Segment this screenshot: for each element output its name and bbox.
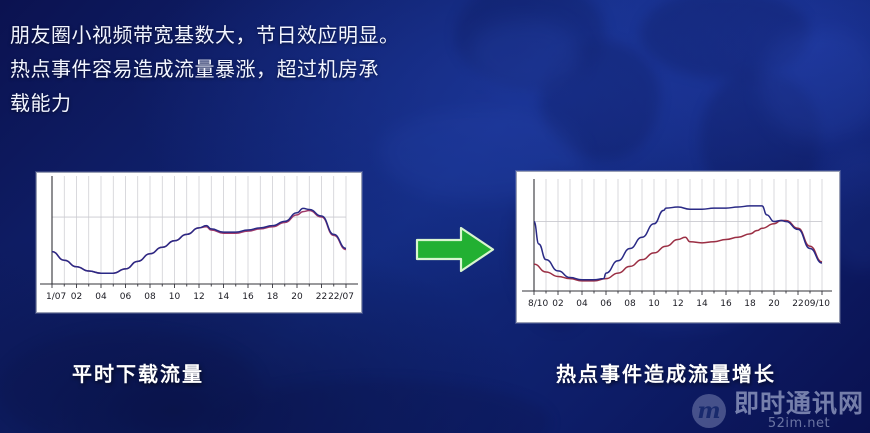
svg-text:08: 08 <box>624 299 636 309</box>
caption-left: 平时下载流量 <box>72 362 204 386</box>
vertical-gridlines <box>51 176 347 284</box>
plot-border <box>36 172 362 313</box>
svg-text:8/10: 8/10 <box>528 299 548 309</box>
arrow-icon <box>415 226 495 273</box>
svg-text:20: 20 <box>768 299 780 309</box>
svg-text:20: 20 <box>291 292 303 302</box>
watermark-site-name: 即时通讯网 <box>733 389 864 419</box>
right-chart-svg: 8/10 02 04 06 08 10 12 14 16 18 20 22 09/10 <box>516 171 840 323</box>
svg-text:16: 16 <box>242 292 254 302</box>
chart-normal-download-traffic: 1/07 02 04 06 08 10 12 14 16 18 20 22 22/07 <box>36 172 362 313</box>
arrow-shape <box>415 226 495 273</box>
svg-text:22: 22 <box>792 299 803 309</box>
svg-text:02: 02 <box>71 292 82 302</box>
green-right-arrow <box>409 222 499 277</box>
svg-text:16: 16 <box>720 299 732 309</box>
svg-text:04: 04 <box>95 292 107 302</box>
svg-text:06: 06 <box>120 292 132 302</box>
caption-right: 热点事件造成流量增长 <box>556 362 776 386</box>
x-axis-tick-labels: 1/07 02 04 06 08 10 12 14 16 18 20 22 22/07 <box>46 292 354 302</box>
series-blue-line <box>533 205 823 281</box>
x-axis-ticks <box>51 284 347 288</box>
svg-text:22: 22 <box>316 292 327 302</box>
svg-text:1/07: 1/07 <box>46 292 66 302</box>
svg-text:02: 02 <box>552 299 563 309</box>
svg-text:06: 06 <box>600 299 612 309</box>
svg-text:14: 14 <box>218 292 230 302</box>
svg-text:08: 08 <box>144 292 156 302</box>
svg-text:22/07: 22/07 <box>328 292 354 302</box>
watermark-logo-icon: m <box>691 394 726 429</box>
watermark-url: 52im.net <box>767 416 831 432</box>
series-blue-line <box>51 207 347 274</box>
x-axis-ticks <box>533 291 823 295</box>
svg-text:12: 12 <box>672 299 683 309</box>
svg-text:10: 10 <box>648 299 660 309</box>
watermark-text: 即时通讯网 52im.net <box>733 389 864 432</box>
svg-text:18: 18 <box>267 292 279 302</box>
series-red-line <box>533 219 823 282</box>
plot-border <box>516 171 840 323</box>
x-axis-tick-labels: 8/10 02 04 06 08 10 12 14 16 18 20 22 09/10 <box>528 299 830 309</box>
watermark: m 即时通讯网 52im.net <box>691 389 864 432</box>
svg-text:10: 10 <box>169 292 181 302</box>
svg-text:04: 04 <box>576 299 588 309</box>
svg-text:18: 18 <box>744 299 756 309</box>
chart-hot-event-traffic-growth: 8/10 02 04 06 08 10 12 14 16 18 20 22 09/10 <box>516 171 840 323</box>
svg-text:09/10: 09/10 <box>804 299 830 309</box>
svg-text:12: 12 <box>193 292 204 302</box>
svg-text:14: 14 <box>696 299 708 309</box>
left-chart-svg: 1/07 02 04 06 08 10 12 14 16 18 20 22 22/07 <box>36 172 362 313</box>
page-title: 朋友圈小视频带宽基数大，节日效应明显。 热点事件容易造成流量暴涨，超过机房承 载… <box>10 23 400 115</box>
